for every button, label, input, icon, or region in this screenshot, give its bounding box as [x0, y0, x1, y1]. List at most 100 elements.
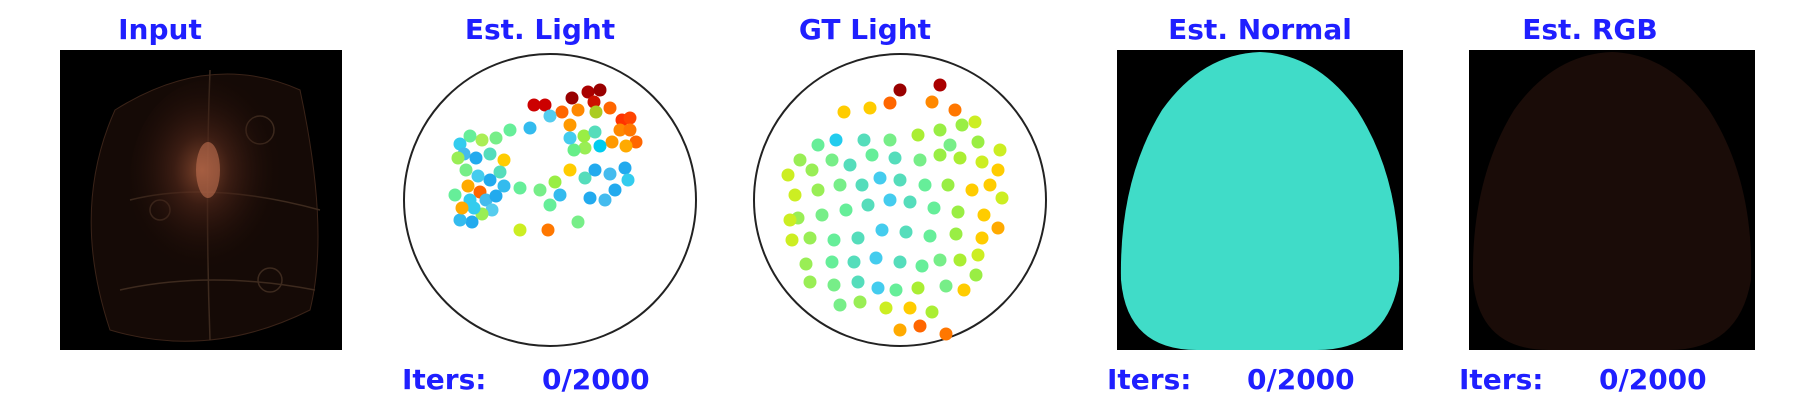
- est-light-marker: [463, 129, 477, 143]
- est-rgb-image: [1469, 50, 1755, 350]
- est-light-marker: [603, 167, 617, 181]
- gt-light-marker: [803, 231, 817, 245]
- gt-light-marker: [969, 268, 983, 282]
- gt-light-marker: [837, 105, 851, 119]
- est-light-marker: [567, 143, 581, 157]
- est-light-marker: [467, 201, 481, 215]
- gt-light-marker: [903, 195, 917, 209]
- est-light-marker: [629, 135, 643, 149]
- gt-light-marker: [865, 148, 879, 162]
- gt-light-marker: [893, 173, 907, 187]
- est-light-marker: [513, 181, 527, 195]
- est-normal-title: Est. Normal: [1168, 13, 1352, 46]
- gt-light-marker: [855, 178, 869, 192]
- gt-light-marker: [951, 205, 965, 219]
- gt-light-marker: [839, 203, 853, 217]
- est-light-marker: [598, 193, 612, 207]
- gt-light-marker: [913, 319, 927, 333]
- est-light-marker: [471, 169, 485, 183]
- gt-light-marker: [879, 301, 893, 315]
- gt-light-marker: [943, 138, 957, 152]
- est-light-marker: [548, 175, 562, 189]
- gt-light-boundary-circle: [753, 53, 1047, 347]
- gt-light-marker: [803, 275, 817, 289]
- gt-light-marker: [833, 178, 847, 192]
- gt-light-marker: [851, 275, 865, 289]
- gt-light-marker: [883, 96, 897, 110]
- gt-light-marker: [975, 155, 989, 169]
- gt-light-svg: [753, 53, 1047, 347]
- est-light-marker: [538, 98, 552, 112]
- gt-light-marker: [925, 305, 939, 319]
- gt-light-title: GT Light: [798, 13, 932, 46]
- gt-light-marker: [949, 227, 963, 241]
- est-light-marker: [489, 131, 503, 145]
- est-rgb-iters: Iters: 0/2000: [1459, 362, 1707, 398]
- est-light-marker: [608, 183, 622, 197]
- est-light-marker: [623, 111, 637, 125]
- est-light-marker: [587, 95, 601, 109]
- est-light-marker: [451, 151, 465, 165]
- gt-light-marker: [857, 133, 871, 147]
- gt-light-marker: [793, 153, 807, 167]
- est-light-marker: [453, 137, 467, 151]
- est-light-marker: [455, 201, 469, 215]
- est-light-svg: [403, 53, 697, 347]
- est-light-marker: [623, 123, 637, 137]
- est-light-marker: [581, 85, 595, 99]
- gt-light-marker: [847, 255, 861, 269]
- gt-light-marker: [805, 163, 819, 177]
- gt-light-marker: [918, 178, 932, 192]
- gt-light-marker: [783, 213, 797, 227]
- est-light-marker: [543, 198, 557, 212]
- gt-light-marker: [953, 151, 967, 165]
- gt-light-marker: [933, 123, 947, 137]
- gt-light-marker: [911, 281, 925, 295]
- gt-light-marker: [873, 171, 887, 185]
- gt-light-marker: [933, 78, 947, 92]
- gt-light-marker: [833, 298, 847, 312]
- est-light-title: Est. Light: [464, 13, 616, 46]
- gt-light-marker: [863, 101, 877, 115]
- est-light-marker: [489, 189, 503, 203]
- gt-light-marker: [953, 253, 967, 267]
- est-normal-iters: Iters: 0/2000: [1107, 362, 1355, 398]
- est-light-marker: [541, 223, 555, 237]
- gt-light-marker: [915, 259, 929, 273]
- gt-light-marker: [927, 201, 941, 215]
- est-light-marker: [593, 139, 607, 153]
- input-image: [60, 50, 342, 350]
- input-title: Input: [118, 13, 202, 46]
- gt-light-marker: [977, 208, 991, 222]
- est-light-boundary-circle: [403, 53, 697, 347]
- est-light-marker: [619, 139, 633, 153]
- gt-light-marker: [883, 133, 897, 147]
- gt-light-marker: [923, 229, 937, 243]
- gt-light-marker: [815, 208, 829, 222]
- est-light-marker: [588, 163, 602, 177]
- est-light-marker: [563, 163, 577, 177]
- gt-light-marker: [861, 198, 875, 212]
- gt-light-marker: [829, 133, 843, 147]
- gt-light-marker: [968, 115, 982, 129]
- est-light-marker: [589, 105, 603, 119]
- est-rgb-title: Est. RGB: [1522, 13, 1658, 46]
- gt-light-marker: [983, 178, 997, 192]
- est-light-marker: [613, 123, 627, 137]
- est-light-marker: [578, 171, 592, 185]
- gt-light-marker: [965, 183, 979, 197]
- est-light-marker: [523, 121, 537, 135]
- gt-light-marker: [957, 283, 971, 297]
- gt-light-marker: [827, 278, 841, 292]
- gt-light-marker: [941, 178, 955, 192]
- est-rgb-shape: [1472, 52, 1752, 350]
- est-rgb-iters-value: 0/2000: [1599, 363, 1707, 396]
- gt-light-marker: [993, 143, 1007, 157]
- gt-light-marker: [975, 231, 989, 245]
- gt-light-marker: [893, 323, 907, 337]
- gt-light-marker: [903, 301, 917, 315]
- gt-light-marker: [893, 255, 907, 269]
- gt-light-marker: [827, 233, 841, 247]
- est-light-marker: [497, 179, 511, 193]
- gt-light-marker: [991, 163, 1005, 177]
